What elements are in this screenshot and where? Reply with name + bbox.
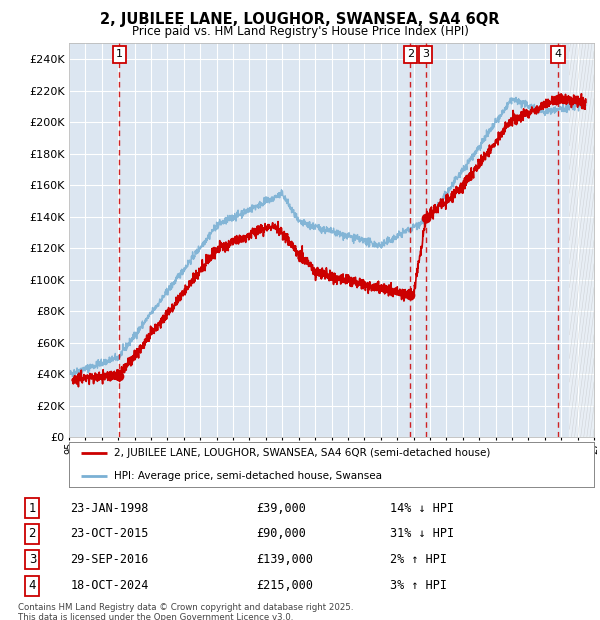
- Text: 31% ↓ HPI: 31% ↓ HPI: [391, 527, 454, 540]
- Text: 3: 3: [29, 553, 36, 566]
- Text: £139,000: £139,000: [256, 553, 313, 566]
- Text: £39,000: £39,000: [256, 502, 307, 515]
- Text: 2, JUBILEE LANE, LOUGHOR, SWANSEA, SA4 6QR (semi-detached house): 2, JUBILEE LANE, LOUGHOR, SWANSEA, SA4 6…: [113, 448, 490, 458]
- Text: 23-JAN-1998: 23-JAN-1998: [70, 502, 149, 515]
- Text: £90,000: £90,000: [256, 527, 307, 540]
- Text: 1: 1: [29, 502, 36, 515]
- Text: £215,000: £215,000: [256, 580, 313, 593]
- Text: 2% ↑ HPI: 2% ↑ HPI: [391, 553, 448, 566]
- Text: 1: 1: [116, 50, 123, 60]
- Text: 2, JUBILEE LANE, LOUGHOR, SWANSEA, SA4 6QR: 2, JUBILEE LANE, LOUGHOR, SWANSEA, SA4 6…: [100, 12, 500, 27]
- Text: Contains HM Land Registry data © Crown copyright and database right 2025.
This d: Contains HM Land Registry data © Crown c…: [18, 603, 353, 620]
- Text: 3% ↑ HPI: 3% ↑ HPI: [391, 580, 448, 593]
- Text: 18-OCT-2024: 18-OCT-2024: [70, 580, 149, 593]
- Text: 4: 4: [29, 580, 36, 593]
- Text: 3: 3: [422, 50, 430, 60]
- Text: 23-OCT-2015: 23-OCT-2015: [70, 527, 149, 540]
- Text: Price paid vs. HM Land Registry's House Price Index (HPI): Price paid vs. HM Land Registry's House …: [131, 25, 469, 38]
- Text: HPI: Average price, semi-detached house, Swansea: HPI: Average price, semi-detached house,…: [113, 471, 382, 480]
- Text: 14% ↓ HPI: 14% ↓ HPI: [391, 502, 454, 515]
- Text: 2: 2: [29, 527, 36, 540]
- Text: 29-SEP-2016: 29-SEP-2016: [70, 553, 149, 566]
- Text: 2: 2: [407, 50, 414, 60]
- Text: 4: 4: [554, 50, 562, 60]
